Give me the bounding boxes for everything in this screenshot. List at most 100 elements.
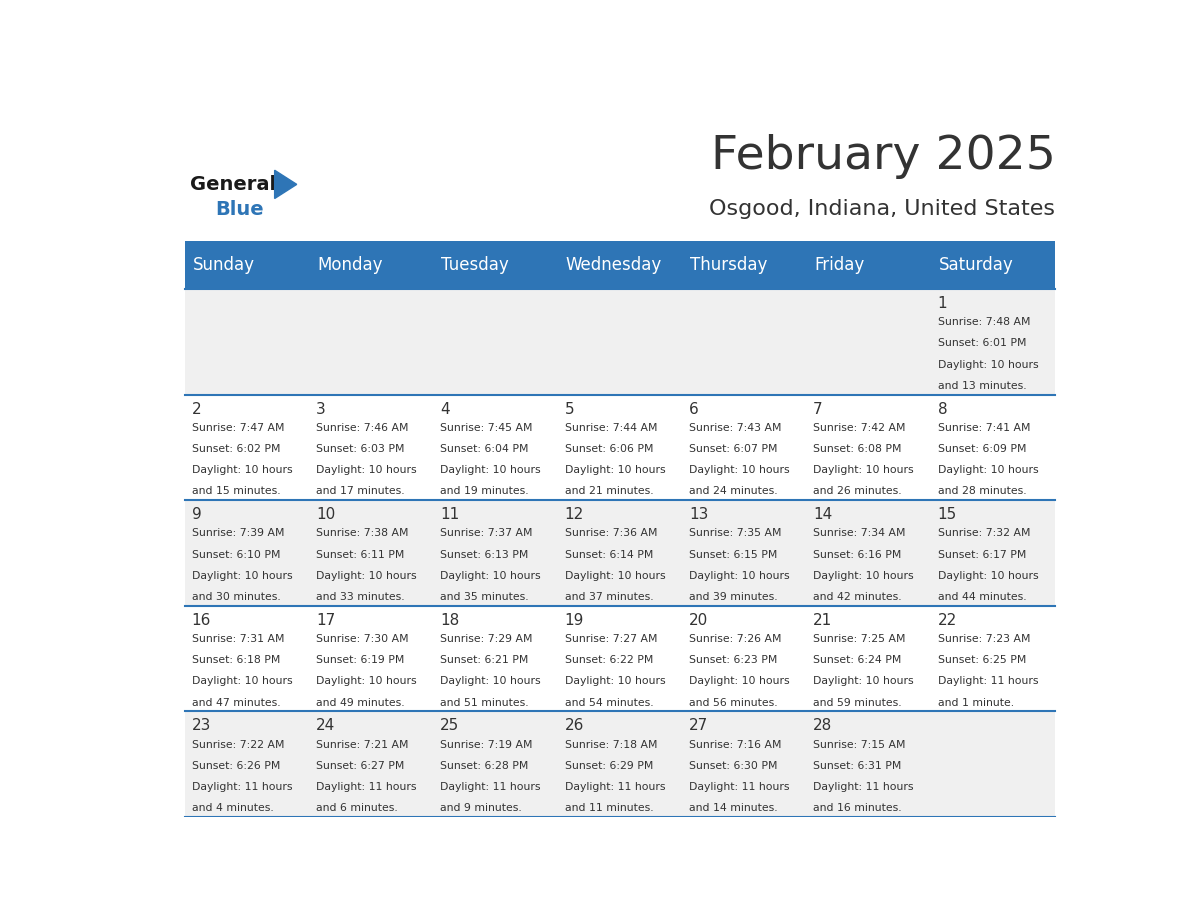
Text: and 24 minutes.: and 24 minutes. — [689, 487, 778, 497]
Text: Daylight: 10 hours: Daylight: 10 hours — [814, 465, 914, 476]
Text: 19: 19 — [564, 613, 584, 628]
Bar — [931, 606, 1055, 711]
Text: 7: 7 — [814, 402, 823, 417]
Text: and 26 minutes.: and 26 minutes. — [814, 487, 902, 497]
Text: and 39 minutes.: and 39 minutes. — [689, 592, 778, 602]
Text: Sunrise: 7:46 AM: Sunrise: 7:46 AM — [316, 423, 409, 433]
Text: Daylight: 10 hours: Daylight: 10 hours — [937, 465, 1038, 476]
Text: and 16 minutes.: and 16 minutes. — [814, 803, 902, 813]
Text: Sunset: 6:28 PM: Sunset: 6:28 PM — [441, 761, 529, 771]
Text: 16: 16 — [191, 613, 211, 628]
Text: Sunrise: 7:43 AM: Sunrise: 7:43 AM — [689, 423, 782, 433]
Bar — [558, 606, 682, 711]
Text: Sunrise: 7:34 AM: Sunrise: 7:34 AM — [814, 529, 905, 539]
Bar — [434, 289, 558, 395]
Text: Daylight: 10 hours: Daylight: 10 hours — [814, 571, 914, 581]
Text: Sunset: 6:18 PM: Sunset: 6:18 PM — [191, 655, 280, 666]
Bar — [310, 606, 434, 711]
Text: Sunset: 6:22 PM: Sunset: 6:22 PM — [564, 655, 653, 666]
Text: and 17 minutes.: and 17 minutes. — [316, 487, 405, 497]
Text: Daylight: 11 hours: Daylight: 11 hours — [441, 782, 541, 792]
Text: Sunset: 6:26 PM: Sunset: 6:26 PM — [191, 761, 280, 771]
Text: Sunset: 6:01 PM: Sunset: 6:01 PM — [937, 339, 1026, 349]
Text: and 11 minutes.: and 11 minutes. — [564, 803, 653, 813]
Text: Daylight: 10 hours: Daylight: 10 hours — [316, 465, 417, 476]
Text: 15: 15 — [937, 508, 956, 522]
Text: 26: 26 — [564, 719, 584, 733]
Text: Sunrise: 7:27 AM: Sunrise: 7:27 AM — [564, 634, 657, 644]
Text: Sunset: 6:29 PM: Sunset: 6:29 PM — [564, 761, 653, 771]
Text: and 42 minutes.: and 42 minutes. — [814, 592, 902, 602]
Bar — [682, 711, 807, 817]
Text: Sunrise: 7:45 AM: Sunrise: 7:45 AM — [441, 423, 533, 433]
Text: 25: 25 — [441, 719, 460, 733]
Text: 2: 2 — [191, 402, 202, 417]
Text: and 49 minutes.: and 49 minutes. — [316, 698, 405, 708]
Text: Daylight: 10 hours: Daylight: 10 hours — [191, 465, 292, 476]
Text: Sunrise: 7:19 AM: Sunrise: 7:19 AM — [441, 740, 533, 750]
Text: Daylight: 11 hours: Daylight: 11 hours — [937, 677, 1038, 687]
Bar — [682, 395, 807, 500]
Text: Sunrise: 7:31 AM: Sunrise: 7:31 AM — [191, 634, 284, 644]
Text: Daylight: 10 hours: Daylight: 10 hours — [689, 677, 790, 687]
Text: Sunset: 6:14 PM: Sunset: 6:14 PM — [564, 550, 653, 560]
Text: Osgood, Indiana, United States: Osgood, Indiana, United States — [709, 199, 1055, 219]
Text: Sunrise: 7:35 AM: Sunrise: 7:35 AM — [689, 529, 782, 539]
Text: and 51 minutes.: and 51 minutes. — [441, 698, 529, 708]
Text: Daylight: 11 hours: Daylight: 11 hours — [191, 782, 292, 792]
Text: 5: 5 — [564, 402, 574, 417]
Bar — [310, 500, 434, 606]
Bar — [807, 711, 931, 817]
Bar — [931, 395, 1055, 500]
Text: and 6 minutes.: and 6 minutes. — [316, 803, 398, 813]
Text: 27: 27 — [689, 719, 708, 733]
Text: Sunrise: 7:36 AM: Sunrise: 7:36 AM — [564, 529, 657, 539]
Text: and 1 minute.: and 1 minute. — [937, 698, 1013, 708]
Text: Friday: Friday — [814, 256, 865, 274]
Bar — [434, 395, 558, 500]
Text: and 54 minutes.: and 54 minutes. — [564, 698, 653, 708]
Bar — [185, 289, 310, 395]
Polygon shape — [274, 170, 297, 198]
Bar — [558, 289, 682, 395]
Text: 1: 1 — [937, 297, 947, 311]
Text: Sunrise: 7:30 AM: Sunrise: 7:30 AM — [316, 634, 409, 644]
Text: Sunset: 6:06 PM: Sunset: 6:06 PM — [564, 444, 653, 454]
Text: and 37 minutes.: and 37 minutes. — [564, 592, 653, 602]
Text: Daylight: 10 hours: Daylight: 10 hours — [564, 465, 665, 476]
Text: Daylight: 10 hours: Daylight: 10 hours — [937, 360, 1038, 370]
Text: Sunrise: 7:48 AM: Sunrise: 7:48 AM — [937, 318, 1030, 328]
Text: Daylight: 10 hours: Daylight: 10 hours — [441, 677, 541, 687]
Text: Daylight: 10 hours: Daylight: 10 hours — [191, 571, 292, 581]
Text: 12: 12 — [564, 508, 584, 522]
Bar — [434, 606, 558, 711]
Text: Wednesday: Wednesday — [565, 256, 662, 274]
Text: Sunset: 6:27 PM: Sunset: 6:27 PM — [316, 761, 404, 771]
Text: and 28 minutes.: and 28 minutes. — [937, 487, 1026, 497]
Text: Daylight: 11 hours: Daylight: 11 hours — [316, 782, 417, 792]
Text: Saturday: Saturday — [939, 256, 1013, 274]
Text: Sunset: 6:09 PM: Sunset: 6:09 PM — [937, 444, 1026, 454]
Text: 20: 20 — [689, 613, 708, 628]
Text: and 19 minutes.: and 19 minutes. — [441, 487, 529, 497]
Bar — [185, 606, 310, 711]
Text: Sunrise: 7:15 AM: Sunrise: 7:15 AM — [814, 740, 905, 750]
Text: Sunset: 6:15 PM: Sunset: 6:15 PM — [689, 550, 777, 560]
Text: Daylight: 10 hours: Daylight: 10 hours — [564, 571, 665, 581]
Bar — [807, 500, 931, 606]
Text: Sunrise: 7:42 AM: Sunrise: 7:42 AM — [814, 423, 905, 433]
Text: Sunset: 6:03 PM: Sunset: 6:03 PM — [316, 444, 405, 454]
Text: Daylight: 10 hours: Daylight: 10 hours — [316, 677, 417, 687]
Text: Sunrise: 7:16 AM: Sunrise: 7:16 AM — [689, 740, 782, 750]
Text: Sunrise: 7:23 AM: Sunrise: 7:23 AM — [937, 634, 1030, 644]
Text: Sunrise: 7:47 AM: Sunrise: 7:47 AM — [191, 423, 284, 433]
Text: Daylight: 10 hours: Daylight: 10 hours — [441, 465, 541, 476]
Text: Sunset: 6:17 PM: Sunset: 6:17 PM — [937, 550, 1026, 560]
Bar — [931, 711, 1055, 817]
Text: Sunrise: 7:22 AM: Sunrise: 7:22 AM — [191, 740, 284, 750]
Text: Daylight: 10 hours: Daylight: 10 hours — [564, 677, 665, 687]
Text: Sunrise: 7:21 AM: Sunrise: 7:21 AM — [316, 740, 409, 750]
Text: 28: 28 — [814, 719, 833, 733]
Text: Sunset: 6:07 PM: Sunset: 6:07 PM — [689, 444, 777, 454]
Text: February 2025: February 2025 — [710, 134, 1055, 179]
